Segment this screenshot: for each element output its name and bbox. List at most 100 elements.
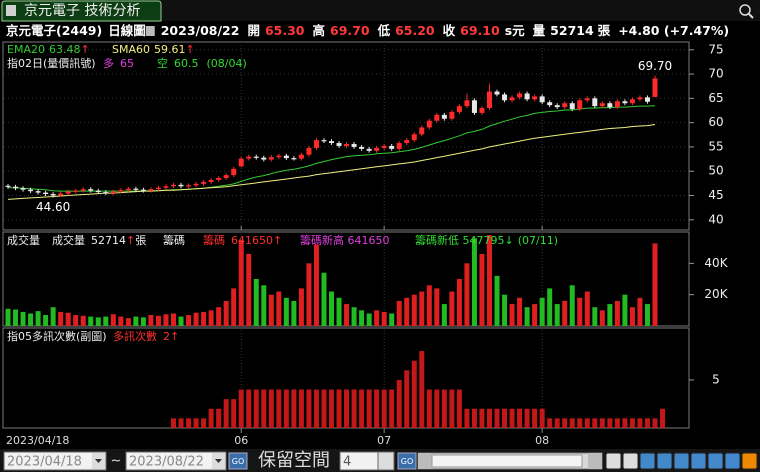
go-button[interactable] xyxy=(397,452,417,470)
bar xyxy=(426,285,432,326)
bar xyxy=(321,389,327,428)
scroll-left[interactable] xyxy=(418,453,432,469)
bar xyxy=(554,418,560,428)
field-label: 高 xyxy=(313,23,326,38)
bar xyxy=(261,285,267,326)
candle-body xyxy=(577,100,583,110)
date: 2023/08/22 xyxy=(161,23,240,38)
legend-value: 63.48 xyxy=(49,43,81,56)
legend-name: SMA60 xyxy=(112,43,150,56)
bar xyxy=(336,389,342,428)
field-value: 69.70 xyxy=(330,23,370,38)
candle-body xyxy=(283,155,289,159)
candle-body xyxy=(216,178,222,180)
toolbar-icon[interactable] xyxy=(724,452,741,470)
zoom-icon[interactable] xyxy=(739,4,751,16)
bar xyxy=(171,313,177,326)
bar xyxy=(366,313,372,326)
bar xyxy=(569,418,575,428)
candle-body xyxy=(351,144,357,147)
bar xyxy=(103,316,109,326)
candle-body xyxy=(148,189,154,191)
toolbar-icon[interactable] xyxy=(622,452,639,470)
bar xyxy=(186,418,192,428)
toolbar-icon[interactable] xyxy=(656,452,673,470)
toolbar-icon[interactable] xyxy=(605,452,622,470)
bar xyxy=(246,253,252,326)
toolbar-icon[interactable] xyxy=(673,452,690,470)
candle-body xyxy=(13,186,19,189)
candle-body xyxy=(584,98,590,101)
bar xyxy=(283,389,289,428)
candle-body xyxy=(396,143,402,149)
bar xyxy=(502,294,508,326)
bar xyxy=(336,297,342,326)
ma-line xyxy=(8,105,656,192)
go-button[interactable] xyxy=(228,452,248,470)
title-tab xyxy=(1,0,162,22)
candle-body xyxy=(592,98,598,107)
y-tick-label: 70 xyxy=(708,67,723,81)
bar xyxy=(494,275,500,326)
unit: s元 xyxy=(505,23,525,38)
bar xyxy=(486,408,492,428)
bar xyxy=(276,389,282,428)
candle-body xyxy=(411,134,417,141)
candle-body xyxy=(43,192,49,195)
bar xyxy=(577,297,583,326)
y-tick-label: 5 xyxy=(712,372,720,386)
dropdown-arrow xyxy=(95,459,102,463)
signal-value: 60.5 xyxy=(174,57,199,70)
bar xyxy=(186,315,192,326)
toolbar-icon[interactable] xyxy=(741,452,758,470)
y-tick-label: 40K xyxy=(704,256,728,270)
candle-body xyxy=(404,140,410,144)
bar xyxy=(125,318,131,326)
chip-trend: ↑ xyxy=(273,234,282,247)
bar xyxy=(208,310,214,326)
candle-body xyxy=(464,100,470,107)
chip-label: 籌碼 xyxy=(203,234,225,247)
price-annotation: 44.60 xyxy=(36,200,70,214)
x-tick-label: 2023/04/18 xyxy=(6,434,69,447)
scroll-right[interactable] xyxy=(588,453,602,469)
y-tick-label: 50 xyxy=(708,164,723,178)
bar xyxy=(419,351,425,428)
bar xyxy=(509,408,515,428)
bar xyxy=(313,389,319,428)
spinner[interactable] xyxy=(377,451,395,471)
bar xyxy=(344,389,350,428)
candle-body xyxy=(291,158,297,160)
end-date[interactable] xyxy=(125,451,227,471)
bar xyxy=(13,309,19,326)
volume-label: 量 xyxy=(533,23,546,38)
candle-body xyxy=(163,186,169,188)
legend-trend: ↑ xyxy=(170,330,179,343)
bar xyxy=(577,418,583,428)
bar xyxy=(283,297,289,326)
bar xyxy=(20,311,26,326)
bar xyxy=(231,399,237,428)
legend-unit: 張 xyxy=(135,234,146,247)
bar xyxy=(426,389,432,428)
bar xyxy=(644,418,650,428)
start-date[interactable] xyxy=(3,451,107,471)
candle-body xyxy=(547,102,553,106)
toolbar-icon[interactable] xyxy=(690,452,707,470)
period: 日線圖 xyxy=(108,23,146,38)
candle-body xyxy=(65,191,71,194)
bar xyxy=(637,297,643,326)
candle-body xyxy=(103,192,109,194)
toolbar-icon[interactable] xyxy=(707,452,724,470)
toolbar-icon[interactable] xyxy=(639,452,656,470)
candle-body xyxy=(238,158,244,167)
legend-trend: ↑ xyxy=(126,234,135,247)
signal-value: 65 xyxy=(120,57,134,70)
bar xyxy=(532,304,538,326)
bar xyxy=(276,291,282,326)
bar xyxy=(441,304,447,326)
y-tick-label: 55 xyxy=(708,139,723,153)
panel-title: 指05多訊次數(副圖) xyxy=(7,329,107,343)
scroll-thumb[interactable] xyxy=(431,454,583,468)
bar xyxy=(133,316,139,326)
